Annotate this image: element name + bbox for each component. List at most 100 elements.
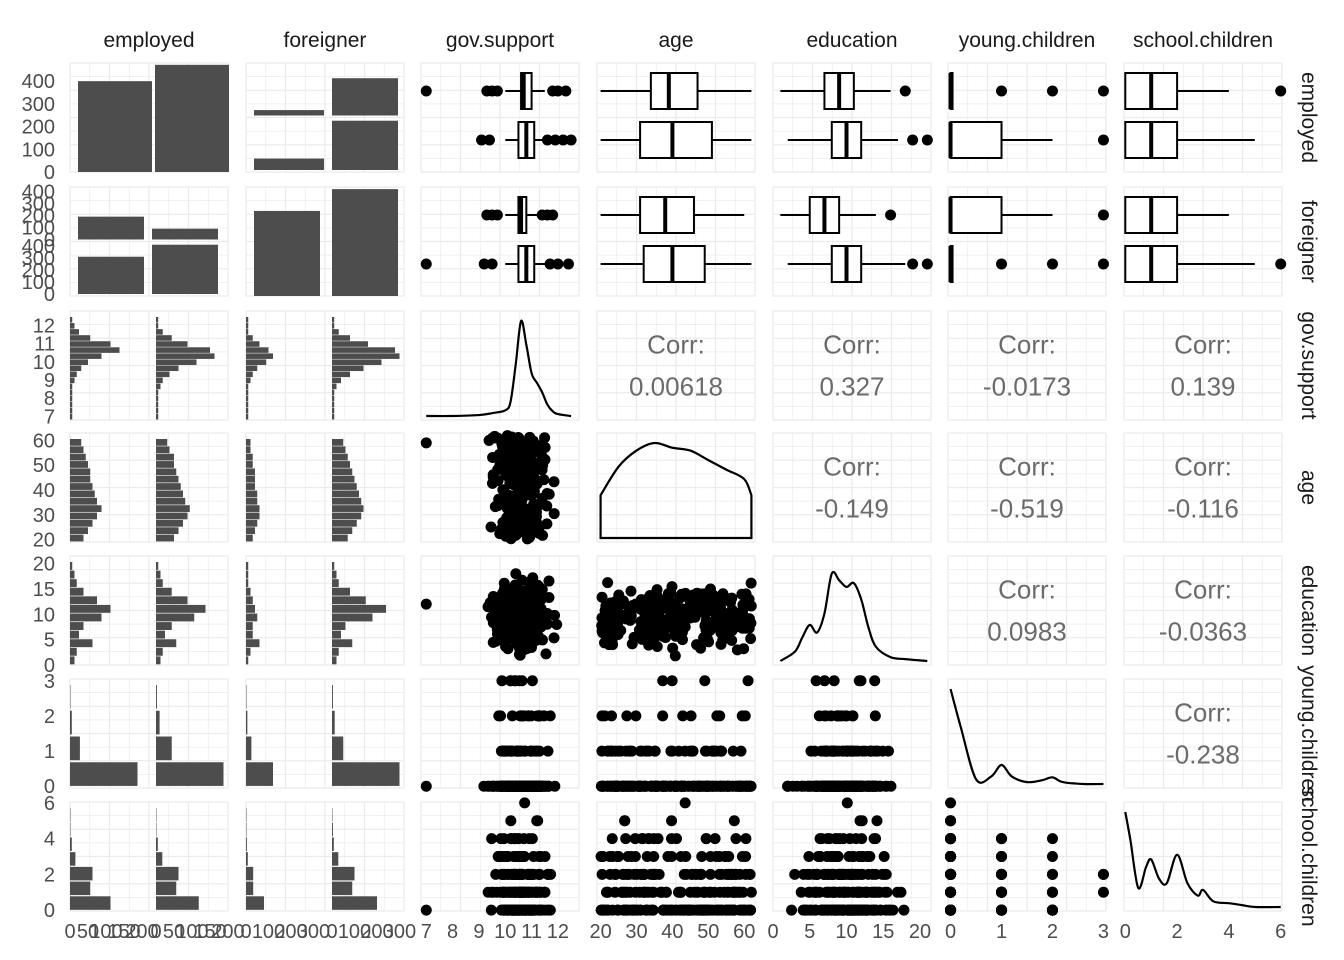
scatter-point	[730, 833, 742, 845]
hist-bar	[332, 446, 346, 454]
x-tick-label: 60	[733, 921, 755, 943]
y-tick-label: 3	[44, 671, 55, 693]
hist-bar	[70, 359, 88, 365]
scatter-point	[996, 886, 1008, 898]
scatter-point	[796, 780, 808, 792]
scatter-point	[699, 675, 711, 687]
scatter-point	[533, 780, 545, 792]
hist-bar	[332, 519, 357, 527]
hist-bar	[70, 587, 84, 596]
hist-bar	[332, 896, 377, 910]
scatter-point	[514, 614, 526, 626]
scatter-point	[497, 441, 509, 453]
bar-foreigner-yes	[254, 158, 324, 170]
row-strip-foreigner: foreigner	[1297, 200, 1320, 283]
hist-bar	[70, 710, 72, 735]
scatter-point	[847, 851, 859, 862]
x-tick-label: 200	[274, 921, 307, 943]
hist-bar	[70, 335, 91, 341]
y-tick-label: 5	[44, 630, 55, 652]
hist-bar	[70, 371, 77, 378]
x-tick-label: 9	[473, 921, 484, 943]
scatter-point	[542, 868, 554, 880]
scatter-point	[624, 780, 636, 792]
scatter-point	[1046, 886, 1058, 898]
hist-bar	[246, 562, 249, 570]
scatter-point	[741, 780, 753, 792]
box-body	[520, 72, 533, 110]
hist-bar	[246, 881, 254, 896]
scatter-point	[718, 590, 730, 602]
hist-bar	[70, 353, 102, 359]
scatter-point	[614, 609, 626, 621]
scatter-age-vs-school-children	[595, 797, 757, 916]
scatter-point	[876, 868, 888, 880]
scatter-point	[996, 833, 1008, 845]
hist-bar	[70, 468, 91, 476]
scatter-point	[533, 499, 545, 511]
scatter-point	[834, 833, 846, 845]
scatter-point	[524, 904, 536, 916]
scatter-point	[498, 583, 510, 595]
y-tick-label: 2	[44, 706, 55, 728]
scatter-point	[674, 886, 686, 898]
scatter-point	[666, 815, 678, 827]
corr-label: Corr:	[1174, 452, 1232, 482]
hist-bar	[156, 736, 172, 761]
hist-bar	[332, 630, 341, 639]
scatter-point	[945, 904, 957, 916]
bar-foreigner-yes	[332, 189, 398, 296]
scatter-point	[682, 604, 694, 616]
hist-bar	[246, 579, 249, 588]
scatter-point	[745, 904, 757, 916]
scatter-point	[489, 598, 501, 610]
scatter-point	[719, 608, 731, 620]
x-tick-label: 8	[447, 921, 458, 943]
scatter-point	[736, 851, 748, 862]
scatter-point	[848, 904, 860, 916]
scatter-point	[521, 642, 533, 654]
hist-bar	[70, 630, 79, 639]
scatter-gov-support-vs-school-children	[420, 797, 557, 916]
scatter-point	[945, 868, 957, 880]
scatter-point	[841, 797, 853, 809]
scatter-point	[814, 833, 826, 845]
hist-bar	[332, 335, 350, 341]
scatter-point	[665, 833, 677, 845]
scatter-point	[795, 886, 807, 898]
hist-bar	[70, 341, 111, 347]
scatter-point	[630, 710, 642, 722]
hist-bar	[246, 347, 269, 353]
hist-bar	[246, 365, 258, 372]
scatter-point	[506, 710, 518, 722]
hist-bar	[332, 596, 366, 605]
scatter-point	[624, 745, 636, 757]
scatter-point	[809, 904, 821, 916]
scatter-point	[1097, 886, 1109, 898]
corr-label: Corr:	[823, 452, 881, 482]
x-tick-label: 150	[107, 921, 140, 943]
scatter-point	[812, 851, 824, 862]
scatter-point	[878, 851, 890, 862]
hist-bar	[246, 407, 249, 414]
y-tick-label: 1	[44, 741, 55, 763]
bar-foreigner-no	[254, 210, 320, 296]
row-strip-employed: employed	[1297, 72, 1320, 163]
scatter-point	[533, 602, 545, 614]
hist-bar	[156, 622, 172, 630]
y-tick-label: 40	[33, 480, 55, 502]
scatter-point	[709, 833, 721, 845]
scatter-point	[855, 886, 867, 898]
hist-bar	[156, 866, 179, 881]
x-tick-label: 11	[521, 921, 542, 943]
scatter-point	[500, 629, 512, 641]
scatter-point	[500, 886, 512, 898]
box-outlier	[557, 134, 569, 146]
hist-bar	[246, 383, 249, 390]
hist-bar	[332, 604, 386, 613]
hist-bar	[156, 579, 163, 588]
hist-bar	[70, 896, 111, 910]
hist-bar	[246, 512, 260, 520]
scatter-point	[722, 868, 734, 880]
scatter-point	[496, 868, 508, 880]
